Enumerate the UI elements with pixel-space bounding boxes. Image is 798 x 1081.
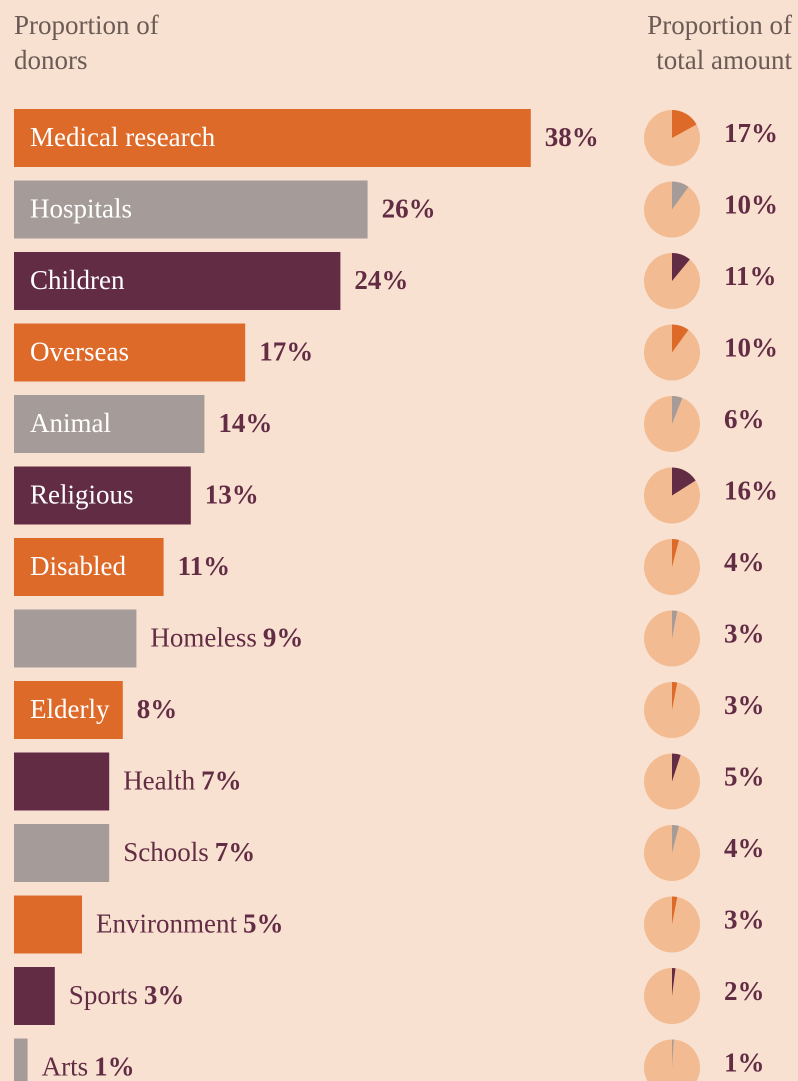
pie-slice <box>672 1039 674 1068</box>
pie-slice <box>672 610 678 639</box>
bar <box>14 180 368 239</box>
value-label: 10% <box>724 190 778 220</box>
category-label: Sports <box>69 980 138 1010</box>
value-label: 9% <box>263 623 304 653</box>
value-label: 4% <box>724 547 765 577</box>
category-label: Homeless <box>150 623 256 653</box>
value-label: 17% <box>724 118 778 148</box>
bar <box>14 466 191 525</box>
value-label: 24% <box>354 265 408 295</box>
bar <box>14 1038 28 1081</box>
category-label: Animal <box>30 408 111 438</box>
value-label: 5% <box>724 762 765 792</box>
bar <box>14 895 82 954</box>
category-label: Medical research <box>30 122 216 152</box>
value-label: 10% <box>724 333 778 363</box>
category-label: Environment <box>96 909 237 939</box>
value-label: 3% <box>724 619 765 649</box>
pie-slice <box>672 825 679 853</box>
bar <box>14 323 246 382</box>
pie-slice <box>672 682 678 710</box>
value-label: 7% <box>215 837 256 867</box>
left-header: Proportion of donors <box>14 10 159 75</box>
value-label: 3% <box>724 905 765 935</box>
pie-slice <box>672 539 679 567</box>
pie-slice <box>672 968 676 996</box>
category-label: Religious <box>30 480 134 510</box>
value-label: 26% <box>382 194 436 224</box>
pie-slice <box>672 253 690 281</box>
category-label: Arts <box>42 1052 89 1081</box>
bar <box>14 967 55 1025</box>
right-header: Proportion of total amount <box>647 10 792 75</box>
value-label: 5% <box>243 909 284 939</box>
bar <box>14 752 110 811</box>
category-label: Disabled <box>30 551 126 581</box>
bar <box>14 824 110 882</box>
pie-slice <box>672 324 689 353</box>
bar <box>14 538 164 596</box>
value-label: 1% <box>94 1052 135 1081</box>
value-label: 11% <box>178 551 231 581</box>
pie-slice <box>672 896 678 925</box>
value-label: 13% <box>205 480 259 510</box>
pie-slice <box>672 467 696 496</box>
value-label: 2% <box>724 976 765 1006</box>
value-label: 14% <box>218 408 272 438</box>
category-label: Children <box>30 265 125 295</box>
category-label: Overseas <box>30 337 129 367</box>
bar <box>14 609 137 668</box>
value-label: 6% <box>724 404 765 434</box>
bar <box>14 252 341 310</box>
value-label: 3% <box>724 690 765 720</box>
value-label: 7% <box>201 766 242 796</box>
pie-slice <box>672 181 689 210</box>
bar <box>14 109 531 167</box>
value-label: 16% <box>724 476 778 506</box>
value-label: 4% <box>724 833 765 863</box>
value-label: 17% <box>259 337 313 367</box>
pie-slice <box>672 396 683 424</box>
value-label: 38% <box>545 122 599 152</box>
category-label: Hospitals <box>30 194 132 224</box>
pie-slice <box>672 110 697 138</box>
value-label: 11% <box>724 261 777 291</box>
category-label: Health <box>123 766 195 796</box>
value-label: 3% <box>144 980 185 1010</box>
value-label: 1% <box>724 1048 765 1078</box>
bar <box>14 681 123 739</box>
bar <box>14 395 205 453</box>
category-label: Elderly <box>30 694 110 724</box>
value-label: 8% <box>137 694 178 724</box>
pie-slice <box>672 753 681 782</box>
category-label: Schools <box>123 837 209 867</box>
